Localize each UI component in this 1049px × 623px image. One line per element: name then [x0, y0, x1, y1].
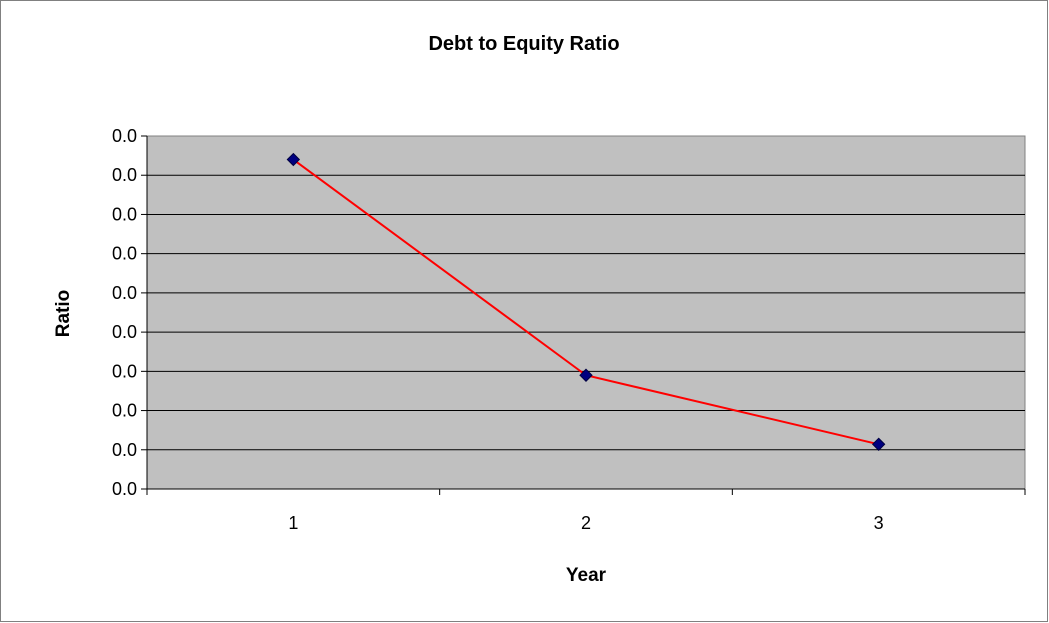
x-tick-label: 1: [288, 513, 298, 533]
plot-area: [146, 135, 1026, 490]
x-axis-title: Year: [566, 565, 607, 586]
series-markers: [286, 152, 886, 451]
y-tick-label: 0.0: [112, 440, 137, 460]
y-tick-label: 0.0: [112, 204, 137, 224]
y-tick-label: 0.0: [112, 361, 137, 381]
x-tick-labels: 1 2 3: [288, 513, 883, 533]
chart-title: Debt to Equity Ratio: [428, 33, 620, 55]
y-tick-label: 0.0: [112, 283, 137, 303]
data-point: [286, 152, 301, 167]
axes: [141, 135, 1026, 495]
data-point: [871, 437, 886, 451]
y-tick-label: 0.0: [112, 479, 137, 499]
y-tick-label: 0.0: [112, 322, 137, 342]
y-tick-label: 0.0: [112, 244, 137, 264]
y-tick-label: 0.0: [112, 126, 137, 146]
y-tick-label: 0.0: [112, 401, 137, 421]
y-axis-title: Ratio: [53, 290, 74, 338]
data-point: [579, 368, 593, 382]
x-tick-label: 2: [581, 513, 591, 533]
x-tick-label: 3: [874, 513, 884, 533]
y-tick-label: 0.0: [112, 165, 137, 185]
y-tick-labels: 0.0 0.0 0.0 0.0 0.0 0.0 0.0 0.0 0.0 0.0: [112, 126, 137, 499]
